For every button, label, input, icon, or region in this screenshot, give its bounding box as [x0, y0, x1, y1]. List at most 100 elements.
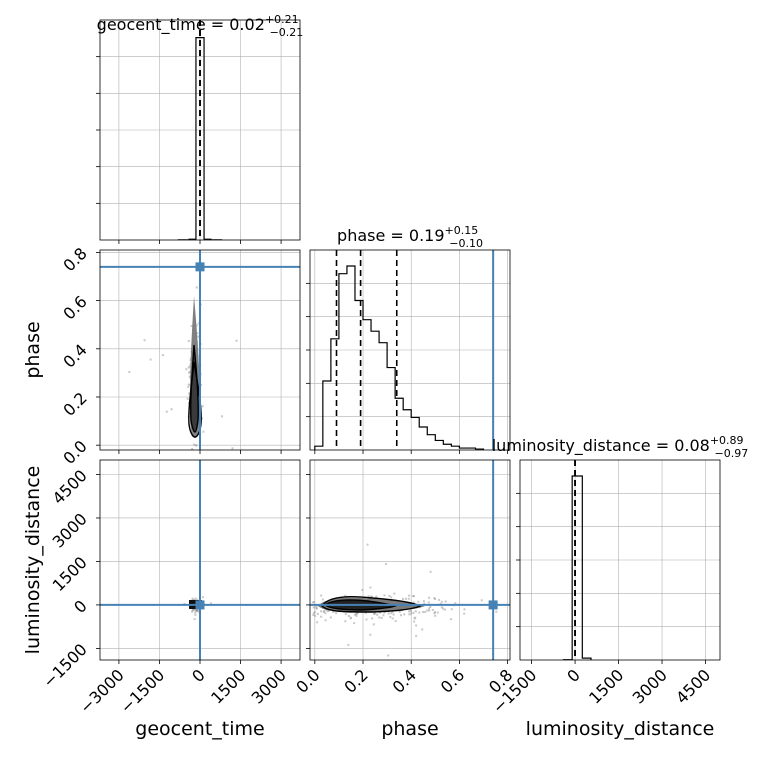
scatter-point — [390, 612, 393, 615]
scatter-point — [306, 612, 308, 614]
scatter-point — [200, 417, 203, 420]
scatter-point — [431, 608, 434, 611]
histogram-step — [314, 265, 485, 450]
scatter-point — [165, 410, 168, 413]
scatter-point — [149, 358, 152, 361]
scatter-point — [192, 443, 195, 446]
scatter-point — [415, 634, 418, 637]
tick-label: 4500 — [672, 665, 714, 707]
scatter-point — [322, 610, 325, 613]
scatter-point — [356, 612, 359, 615]
scatter-point — [331, 610, 334, 613]
tick-label: 3000 — [49, 509, 91, 551]
scatter-point — [191, 447, 194, 450]
histogram — [562, 475, 592, 660]
tick-marks — [96, 252, 282, 454]
scatter-point — [429, 605, 432, 608]
panel-geocent-time-hist: geocent_time = 0.02+0.21 −0.21 — [96, 13, 303, 244]
grid — [520, 460, 720, 660]
scatter-point — [304, 604, 306, 606]
scatter-point — [370, 595, 373, 598]
tick-label: 0.0 — [59, 437, 90, 468]
tick-label: −1500 — [39, 640, 91, 692]
scatter-point — [189, 359, 192, 362]
scatter-point — [188, 371, 191, 374]
scatter-point — [392, 613, 395, 616]
scatter-point — [404, 597, 407, 600]
title-median: 0.02 — [229, 15, 265, 34]
panel-luminosity-distance-hist: luminosity_distance = 0.08+0.89 −0.97 — [492, 434, 749, 664]
x-axis-label-luminosity-distance: luminosity_distance — [526, 718, 715, 740]
scatter-point — [413, 620, 416, 623]
scatter-point — [415, 624, 418, 627]
scatter-point — [188, 392, 191, 395]
injection-lines — [100, 250, 300, 450]
scatter-point — [408, 613, 411, 616]
axes-frame — [309, 459, 511, 661]
tick-label: 0.6 — [437, 665, 468, 696]
scatter-point — [196, 608, 199, 611]
scatter-point — [407, 610, 410, 613]
scatter-point — [344, 620, 347, 623]
scatter-point — [305, 615, 307, 617]
scatter-point — [440, 600, 443, 603]
scatter-point — [193, 618, 196, 621]
title-prefix: geocent_time = — [97, 15, 230, 35]
scatter-point — [190, 324, 193, 327]
scatter-point — [369, 633, 372, 636]
scatter-point — [436, 611, 439, 614]
scatter-point — [418, 611, 421, 614]
scatter-point — [388, 594, 391, 597]
scatter-point — [344, 613, 347, 616]
contour-inner — [190, 344, 199, 433]
scatter-point — [385, 562, 388, 565]
scatter-point — [258, 613, 260, 615]
panel-luminosity-distance-vs-phase — [258, 459, 511, 664]
scatter-point — [394, 620, 397, 623]
scatter-point — [347, 614, 350, 617]
scatter-point — [194, 611, 197, 614]
histogram — [314, 265, 485, 450]
tick-label: 1500 — [207, 665, 249, 707]
scatter-point — [191, 597, 194, 600]
title-minus: −0.10 — [449, 237, 483, 250]
tick-label: 0.6 — [59, 292, 90, 323]
scatter-point — [200, 383, 203, 386]
title-luminosity-distance: luminosity_distance = 0.08+0.89 −0.97 — [492, 434, 749, 460]
scatter-point — [312, 614, 315, 617]
scatter-point — [376, 613, 379, 616]
x-tick-labels-phase: 0.0 0.2 0.4 0.6 0.8 — [292, 665, 516, 696]
scatter-point — [187, 383, 190, 386]
title-plus: +0.89 — [710, 434, 744, 447]
scatter-point — [305, 610, 307, 612]
scatter-point — [412, 611, 415, 614]
scatter-point — [428, 596, 431, 599]
scatter-point — [197, 335, 200, 338]
title-prefix: luminosity_distance = — [492, 436, 674, 456]
title-minus: −0.97 — [715, 447, 749, 460]
scatter-point — [379, 611, 382, 614]
title-plus: +0.15 — [445, 224, 479, 237]
scatter-point — [220, 415, 223, 418]
scatter-point — [192, 609, 195, 612]
scatter-point — [412, 601, 415, 604]
scatter-point — [285, 609, 287, 611]
tick-label: 4500 — [49, 466, 91, 508]
scatter-point — [401, 598, 404, 601]
scatter-point — [235, 339, 238, 342]
scatter-point — [195, 324, 198, 327]
scatter-point — [231, 447, 234, 450]
scatter-point — [314, 614, 317, 617]
scatter-point — [375, 595, 378, 598]
scatter-point — [313, 611, 316, 614]
scatter-point — [197, 322, 200, 325]
scatter-point — [428, 607, 431, 610]
scatter-point — [387, 654, 390, 657]
scatter-point — [324, 612, 327, 615]
scatter-point — [380, 616, 383, 619]
grid — [310, 460, 510, 660]
scatter-point — [424, 610, 427, 613]
scatter-point — [495, 610, 498, 613]
scatter-point — [391, 610, 394, 613]
